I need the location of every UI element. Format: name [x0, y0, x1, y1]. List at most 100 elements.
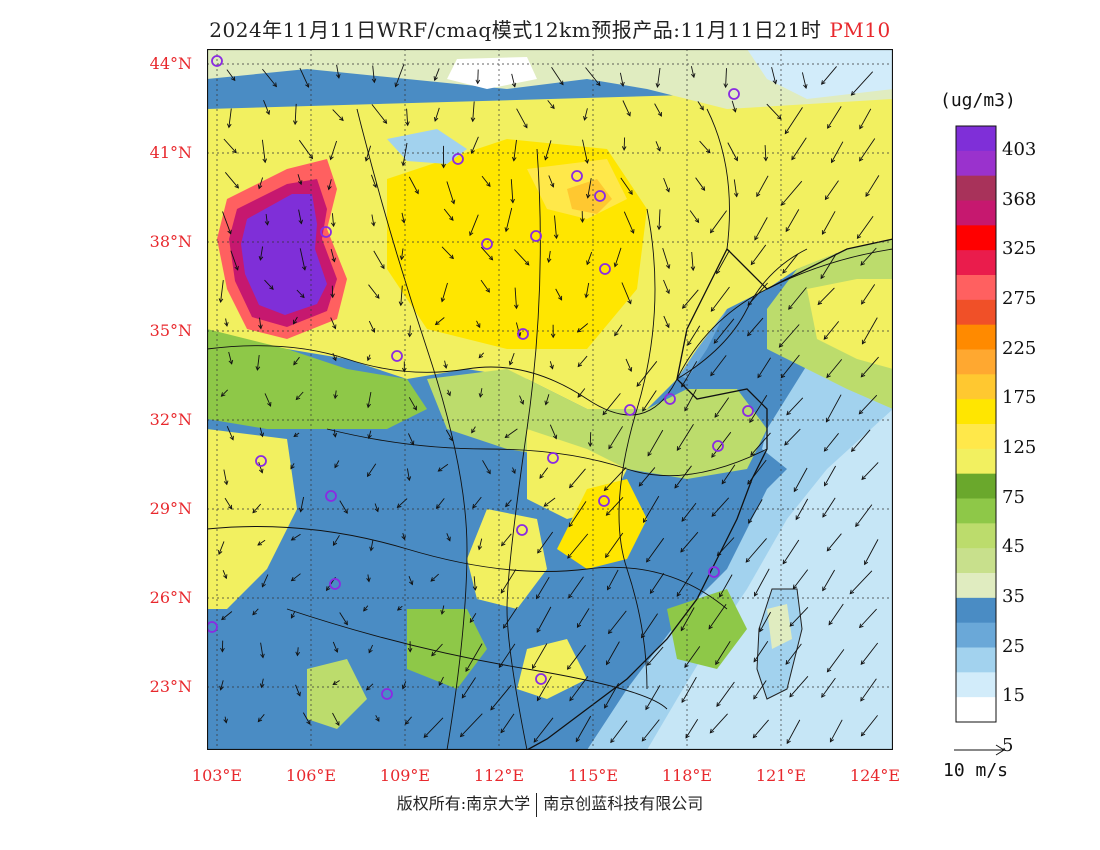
wind-arrow-head [401, 535, 406, 541]
wind-arrow-head [543, 502, 549, 507]
wind-arrow-head [793, 487, 798, 493]
wind-arrow [684, 389, 697, 411]
wind-arrow-head [754, 235, 759, 241]
wind-arrow [368, 284, 380, 299]
wind-arrow [750, 432, 771, 456]
wind-arrow-head [585, 193, 591, 199]
wind-arrow [370, 539, 374, 551]
wind-arrow [826, 359, 843, 378]
wind-arrow-head [461, 693, 467, 699]
wind-arrow [687, 325, 701, 346]
wind-arrow [690, 66, 695, 78]
wind-arrow-head [756, 192, 761, 198]
wind-arrow-head [713, 339, 719, 344]
wind-arrow [536, 606, 552, 633]
wind-arrow-head [584, 293, 589, 299]
wind-arrow [296, 289, 305, 298]
city-marker [516, 524, 528, 536]
wind-arrow-head [621, 146, 627, 151]
wind-arrow-head [308, 154, 314, 160]
wind-arrow [430, 573, 440, 582]
wind-arrow-head [772, 79, 778, 85]
wind-arrow-head [607, 629, 613, 635]
wind-arrow [402, 142, 408, 166]
wind-arrow-head [218, 550, 223, 555]
wind-arrow-head [780, 373, 786, 379]
wind-arrow-head [576, 328, 582, 333]
wind-arrow-head [754, 591, 759, 597]
city-marker [452, 153, 464, 165]
wind-arrow [859, 608, 877, 628]
wind-arrow [851, 71, 874, 96]
wind-arrow-head [394, 82, 399, 88]
wind-arrow-head [544, 400, 549, 406]
colorbar-segment [956, 448, 996, 475]
wind-arrow [480, 279, 490, 293]
city-marker [211, 55, 223, 67]
wind-arrow [300, 496, 305, 512]
wind-arrow [368, 430, 372, 439]
wind-arrow-head [690, 73, 696, 79]
wind-arrow [333, 535, 340, 546]
wind-arrow-head [549, 364, 554, 370]
wind-arrow [786, 719, 801, 744]
wind-arrow-head [750, 451, 755, 456]
wind-arrow [614, 247, 622, 267]
wind-arrow [752, 719, 769, 738]
wind-arrow [754, 568, 770, 597]
wind-arrow [719, 574, 733, 598]
wind-arrow [408, 576, 413, 585]
wind-arrow [784, 428, 801, 446]
wind-arrow [447, 389, 451, 396]
wind-arrow-head [714, 413, 719, 418]
wind-arrow-head [657, 112, 662, 117]
wind-arrow-head [681, 304, 687, 309]
wind-arrow-head [450, 199, 456, 205]
wind-arrow-head [396, 503, 402, 509]
wind-arrow [505, 207, 513, 232]
wind-arrow-head [523, 123, 528, 129]
wind-arrow-head [465, 667, 470, 673]
wind-arrow [585, 282, 590, 298]
colorbar-segment [956, 150, 996, 177]
wind-arrow-head [641, 736, 647, 742]
copyright-right: 南京创蓝科技有限公司 [543, 794, 704, 813]
wind-arrow-head [861, 339, 867, 345]
wind-arrow [711, 431, 732, 458]
wind-arrow [779, 324, 800, 348]
wind-arrow-head [514, 304, 519, 310]
wind-arrow-head [681, 698, 686, 704]
lon-label: 112°E [473, 766, 525, 785]
wind-arrow-head [709, 228, 715, 234]
wind-arrow [465, 643, 483, 672]
wind-arrow [642, 390, 657, 412]
wind-arrow-head [410, 440, 415, 446]
wind-arrow-head [469, 618, 475, 623]
wind-arrow-head [539, 474, 544, 479]
wind-arrow-head [711, 453, 716, 458]
wind-arrow-head [552, 434, 558, 440]
wind-arrow-head [782, 559, 787, 565]
wind-arrow-head [335, 721, 340, 727]
wind-arrow [367, 463, 377, 477]
wind-arrow-head [748, 518, 753, 524]
wind-arrow-head [297, 180, 303, 186]
wind-arrow-head [795, 515, 800, 521]
wind-arrow-head [220, 392, 226, 397]
wind-arrow [402, 532, 406, 540]
wind-arrow [332, 353, 337, 361]
colorbar-segment [956, 498, 996, 524]
wind-arrow [830, 719, 843, 743]
wind-arrow-head [614, 331, 619, 337]
wind-arrow [368, 320, 375, 333]
wind-arrow-head [750, 260, 756, 266]
wind-arrow [620, 177, 633, 195]
wind-arrow [472, 496, 482, 509]
wind-arrow-head [375, 294, 380, 299]
wind-arrow-head [860, 372, 866, 378]
wind-arrow [471, 426, 476, 433]
lat-label: 23°N [149, 677, 192, 696]
city-marker [712, 440, 724, 452]
wind-arrow-head [606, 660, 611, 666]
wind-arrow-head [435, 504, 441, 510]
